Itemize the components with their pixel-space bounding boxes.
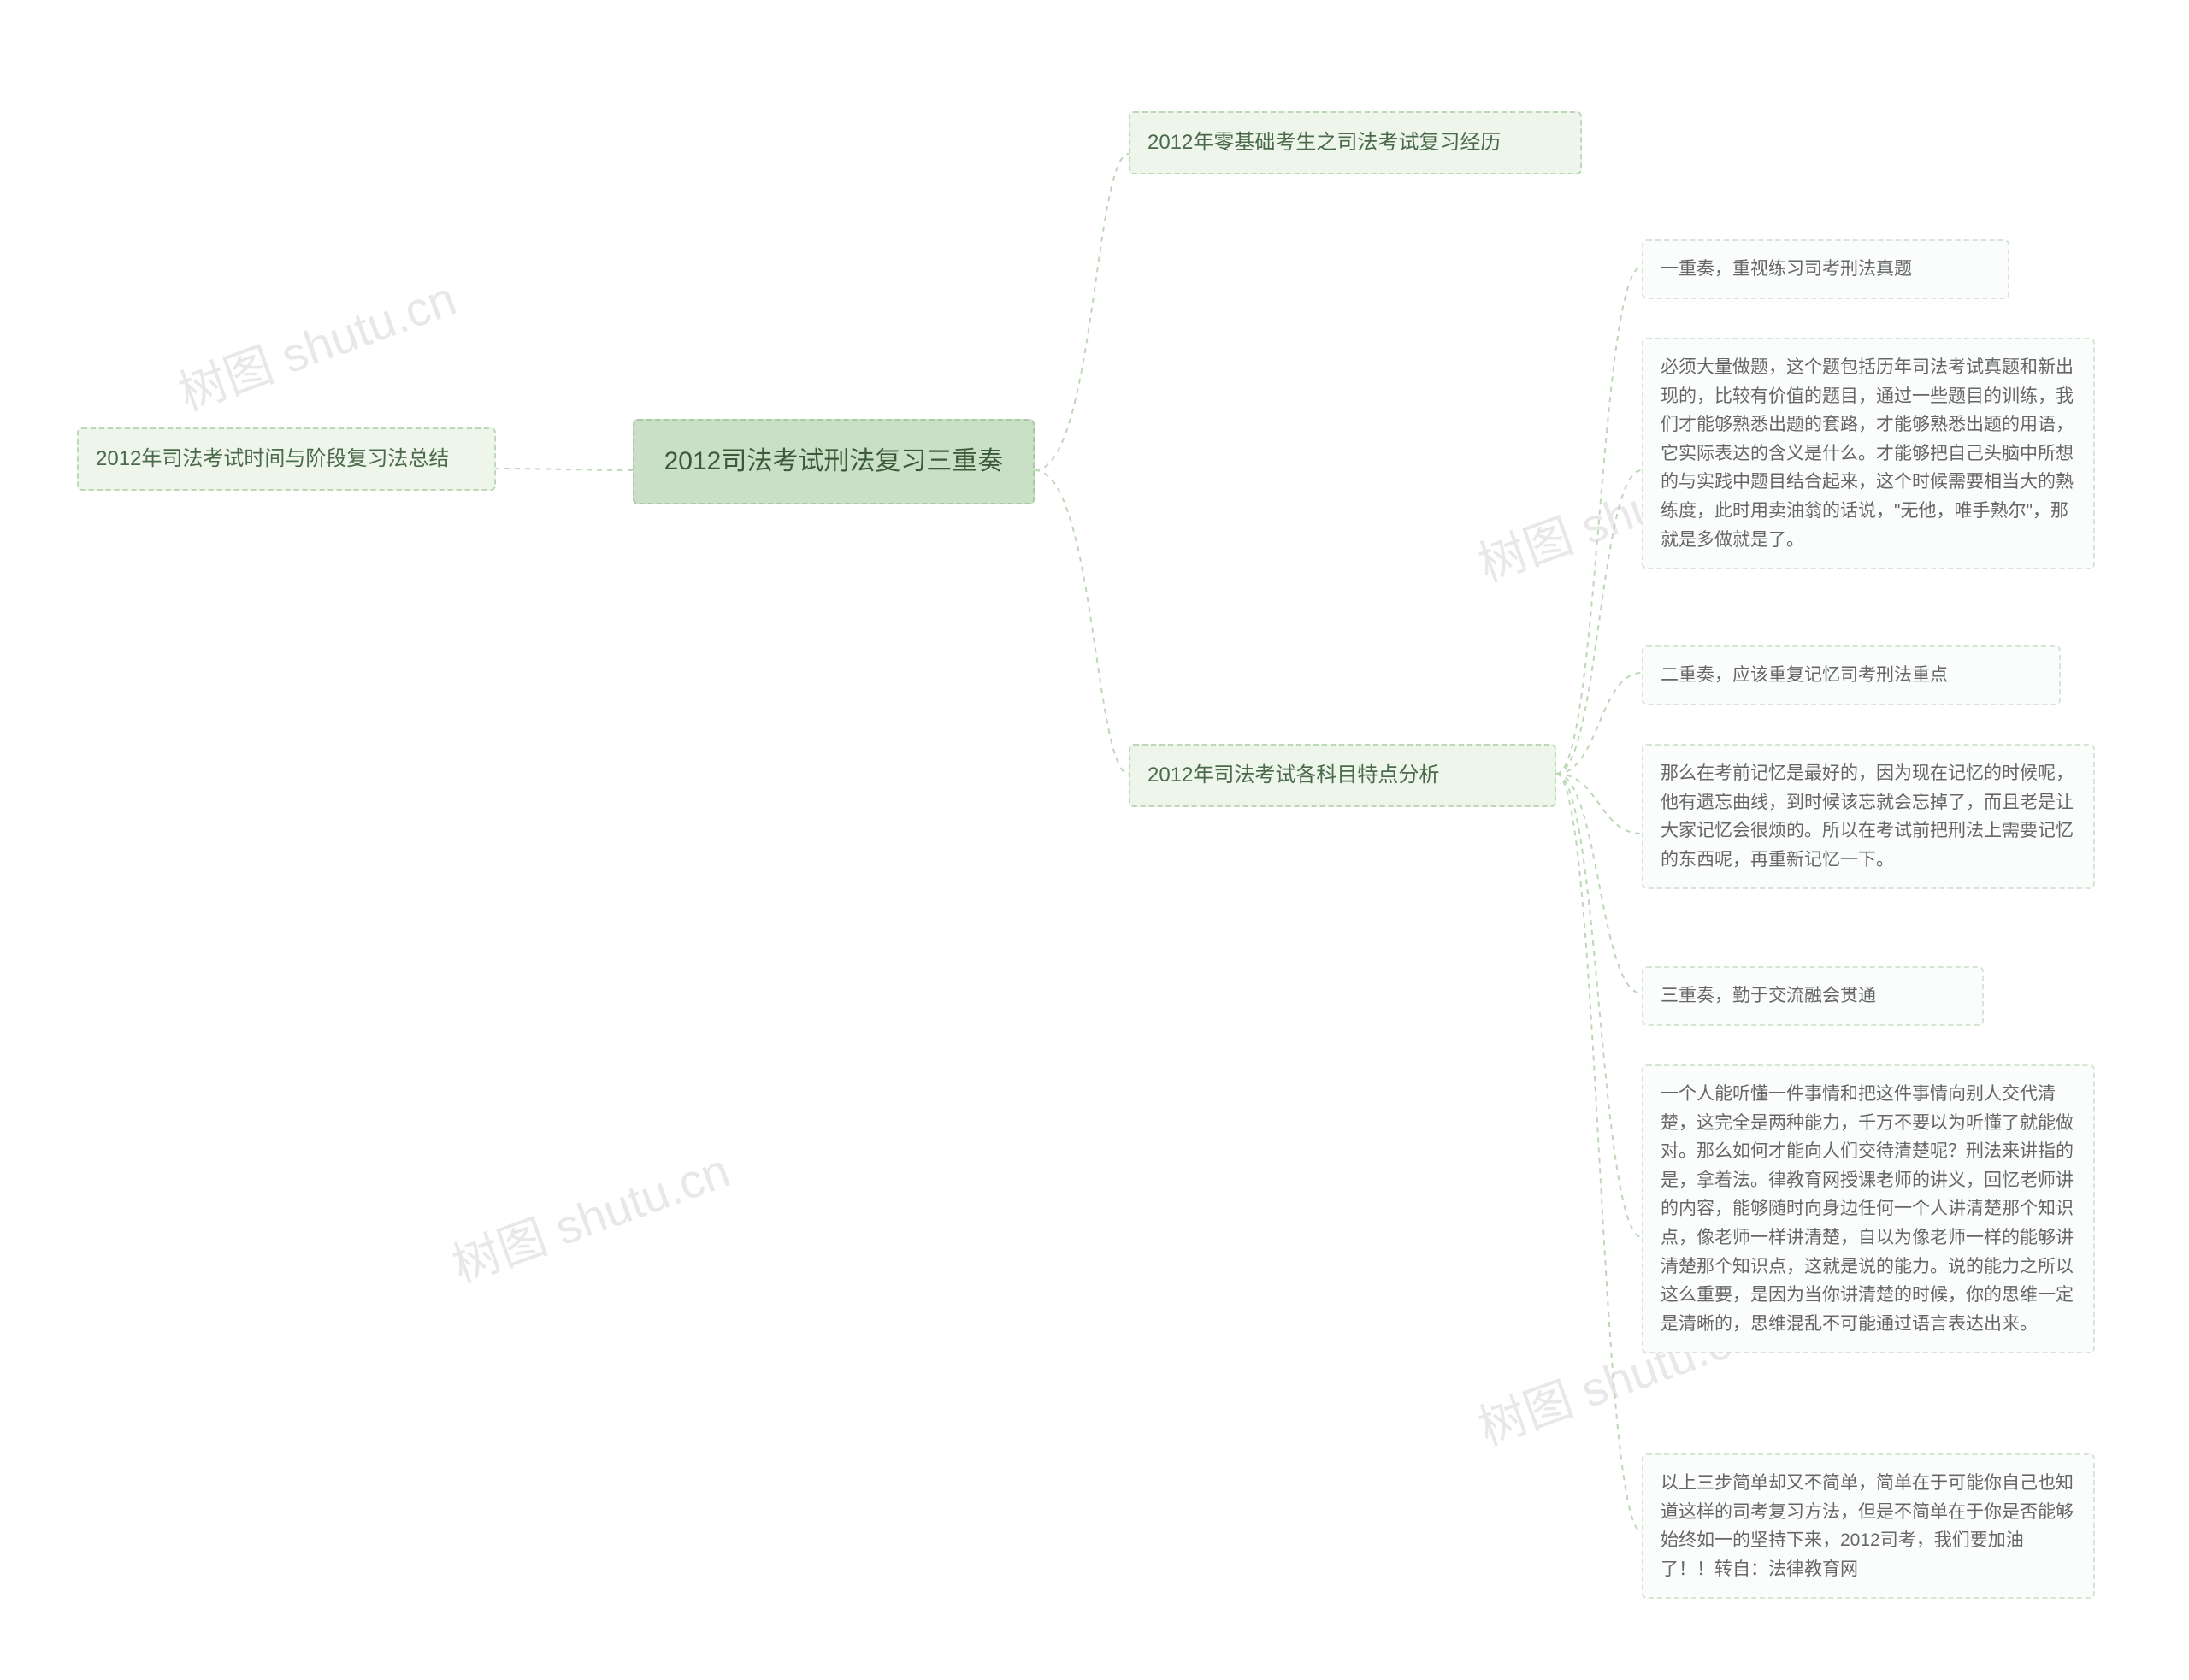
- detail-node-4[interactable]: 三重奏，勤于交流融会贯通: [1642, 966, 1984, 1026]
- detail-node-1-label: 必须大量做题，这个题包括历年司法考试真题和新出现的，比较有价值的题目，通过一些题…: [1661, 357, 2074, 550]
- right-node-1[interactable]: 2012年司法考试各科目特点分析: [1129, 744, 1556, 807]
- detail-node-5-label: 一个人能听懂一件事情和把这件事情向别人交代清楚，这完全是两种能力，千万不要以为听…: [1661, 1084, 2074, 1334]
- detail-node-6[interactable]: 以上三步简单却又不简单，简单在于可能你自己也知道这样的司考复习方法，但是不简单在…: [1642, 1453, 2095, 1599]
- detail-node-0-label: 一重奏，重视练习司考刑法真题: [1661, 259, 1912, 279]
- root-label: 2012司法考试刑法复习三重奏: [664, 447, 1004, 475]
- detail-node-3[interactable]: 那么在考前记忆是最好的，因为现在记忆的时候呢，他有遗忘曲线，到时候该忘就会忘掉了…: [1642, 744, 2095, 889]
- watermark: 树图 shutu.cn: [441, 1132, 738, 1296]
- right-node-0[interactable]: 2012年零基础考生之司法考试复习经历: [1129, 111, 1582, 174]
- left-node-0-label: 2012年司法考试时间与阶段复习法总结: [96, 447, 449, 470]
- detail-node-2[interactable]: 二重奏，应该重复记忆司考刑法重点: [1642, 645, 2061, 705]
- detail-node-0[interactable]: 一重奏，重视练习司考刑法真题: [1642, 239, 2009, 299]
- root-node[interactable]: 2012司法考试刑法复习三重奏: [633, 419, 1035, 504]
- detail-node-3-label: 那么在考前记忆是最好的，因为现在记忆的时候呢，他有遗忘曲线，到时候该忘就会忘掉了…: [1661, 763, 2074, 869]
- right-node-0-label: 2012年零基础考生之司法考试复习经历: [1148, 131, 1501, 154]
- detail-node-4-label: 三重奏，勤于交流融会贯通: [1661, 986, 1876, 1005]
- left-node-0[interactable]: 2012年司法考试时间与阶段复习法总结: [77, 427, 496, 491]
- detail-node-6-label: 以上三步简单却又不简单，简单在于可能你自己也知道这样的司考复习方法，但是不简单在…: [1661, 1473, 2074, 1579]
- watermark: 树图 shutu.cn: [168, 260, 464, 424]
- detail-node-5[interactable]: 一个人能听懂一件事情和把这件事情向别人交代清楚，这完全是两种能力，千万不要以为听…: [1642, 1064, 2095, 1353]
- right-node-1-label: 2012年司法考试各科目特点分析: [1148, 763, 1439, 787]
- detail-node-2-label: 二重奏，应该重复记忆司考刑法重点: [1661, 665, 1948, 685]
- detail-node-1[interactable]: 必须大量做题，这个题包括历年司法考试真题和新出现的，比较有价值的题目，通过一些题…: [1642, 338, 2095, 569]
